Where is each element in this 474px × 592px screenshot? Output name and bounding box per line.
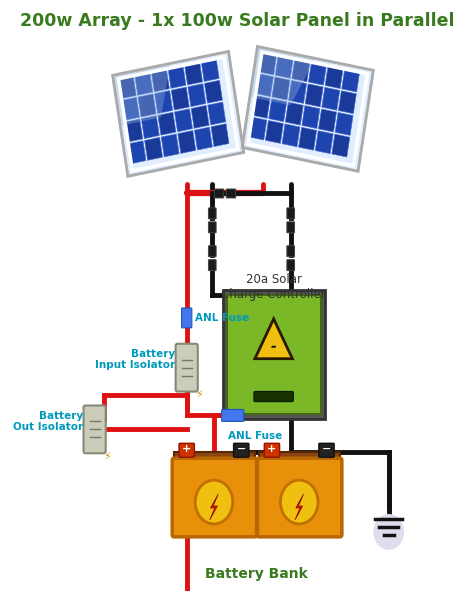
Polygon shape — [242, 47, 374, 171]
FancyBboxPatch shape — [234, 443, 249, 457]
Polygon shape — [145, 137, 163, 160]
FancyBboxPatch shape — [264, 443, 280, 457]
Polygon shape — [285, 102, 303, 125]
Polygon shape — [315, 131, 333, 153]
Polygon shape — [272, 77, 290, 100]
Circle shape — [281, 480, 318, 524]
FancyBboxPatch shape — [222, 410, 244, 422]
Polygon shape — [158, 112, 176, 135]
Polygon shape — [252, 95, 270, 118]
Polygon shape — [338, 91, 356, 114]
Polygon shape — [255, 319, 292, 359]
FancyBboxPatch shape — [174, 452, 255, 464]
Text: ANL Fuse: ANL Fuse — [195, 313, 249, 323]
FancyBboxPatch shape — [179, 443, 194, 457]
Text: ANL Fuse: ANL Fuse — [228, 432, 283, 442]
FancyBboxPatch shape — [182, 308, 192, 328]
Polygon shape — [255, 74, 273, 96]
Polygon shape — [269, 99, 287, 121]
FancyBboxPatch shape — [254, 391, 293, 401]
Polygon shape — [118, 76, 136, 98]
Polygon shape — [174, 109, 192, 131]
Polygon shape — [275, 56, 293, 78]
Polygon shape — [249, 117, 267, 140]
Text: +: + — [182, 444, 191, 454]
Polygon shape — [208, 102, 226, 125]
Text: −: − — [322, 444, 331, 454]
Polygon shape — [332, 134, 350, 157]
FancyBboxPatch shape — [209, 222, 216, 233]
Polygon shape — [188, 84, 206, 107]
Polygon shape — [211, 124, 229, 147]
Polygon shape — [151, 69, 169, 92]
Polygon shape — [289, 81, 307, 104]
Polygon shape — [141, 115, 159, 139]
FancyBboxPatch shape — [83, 406, 106, 453]
FancyBboxPatch shape — [209, 208, 216, 219]
Polygon shape — [204, 81, 222, 103]
Polygon shape — [201, 59, 219, 82]
Polygon shape — [113, 63, 171, 126]
Polygon shape — [194, 127, 212, 150]
FancyBboxPatch shape — [214, 189, 224, 198]
Polygon shape — [322, 88, 340, 110]
Text: 20a Solar
Charge Controller: 20a Solar Charge Controller — [221, 273, 326, 301]
Polygon shape — [282, 124, 300, 147]
Polygon shape — [342, 69, 360, 92]
Polygon shape — [295, 494, 303, 520]
FancyBboxPatch shape — [176, 344, 198, 391]
Polygon shape — [191, 105, 209, 128]
Polygon shape — [178, 131, 196, 153]
Polygon shape — [250, 47, 315, 105]
FancyBboxPatch shape — [319, 443, 334, 457]
Polygon shape — [309, 62, 327, 85]
Polygon shape — [305, 84, 323, 107]
FancyBboxPatch shape — [287, 246, 294, 257]
FancyBboxPatch shape — [222, 290, 325, 419]
Text: ⚡: ⚡ — [195, 391, 202, 401]
Circle shape — [195, 480, 233, 524]
FancyBboxPatch shape — [227, 189, 236, 198]
FancyBboxPatch shape — [172, 458, 256, 537]
Text: Battery
Input Isolator: Battery Input Isolator — [95, 349, 175, 371]
Text: −: − — [237, 444, 246, 454]
Polygon shape — [121, 98, 139, 120]
Polygon shape — [302, 105, 320, 128]
Polygon shape — [185, 62, 202, 85]
Polygon shape — [113, 52, 244, 176]
Polygon shape — [325, 66, 343, 88]
FancyBboxPatch shape — [227, 295, 320, 414]
Text: 200w Array - 1x 100w Solar Panel in Parallel: 200w Array - 1x 100w Solar Panel in Para… — [20, 12, 454, 30]
Text: Battery Bank: Battery Bank — [205, 567, 308, 581]
Polygon shape — [161, 134, 179, 157]
Text: +: + — [267, 444, 276, 454]
FancyBboxPatch shape — [209, 260, 216, 271]
FancyBboxPatch shape — [287, 222, 294, 233]
FancyBboxPatch shape — [257, 458, 342, 537]
Polygon shape — [210, 494, 218, 520]
Polygon shape — [155, 91, 173, 114]
Polygon shape — [299, 127, 317, 150]
Circle shape — [374, 514, 404, 550]
Polygon shape — [168, 66, 186, 88]
FancyBboxPatch shape — [287, 260, 294, 271]
Polygon shape — [292, 59, 310, 82]
Text: ⚡: ⚡ — [103, 452, 110, 462]
Polygon shape — [269, 331, 278, 363]
Polygon shape — [171, 87, 189, 110]
Polygon shape — [335, 112, 353, 136]
FancyBboxPatch shape — [259, 452, 340, 464]
Polygon shape — [265, 121, 283, 143]
Polygon shape — [138, 94, 156, 117]
Polygon shape — [319, 109, 337, 132]
Polygon shape — [259, 52, 277, 75]
FancyBboxPatch shape — [209, 246, 216, 257]
Polygon shape — [135, 72, 153, 95]
FancyBboxPatch shape — [287, 208, 294, 219]
Polygon shape — [125, 119, 143, 142]
Text: Battery
Out Isolator: Battery Out Isolator — [13, 411, 82, 432]
Polygon shape — [128, 141, 146, 163]
